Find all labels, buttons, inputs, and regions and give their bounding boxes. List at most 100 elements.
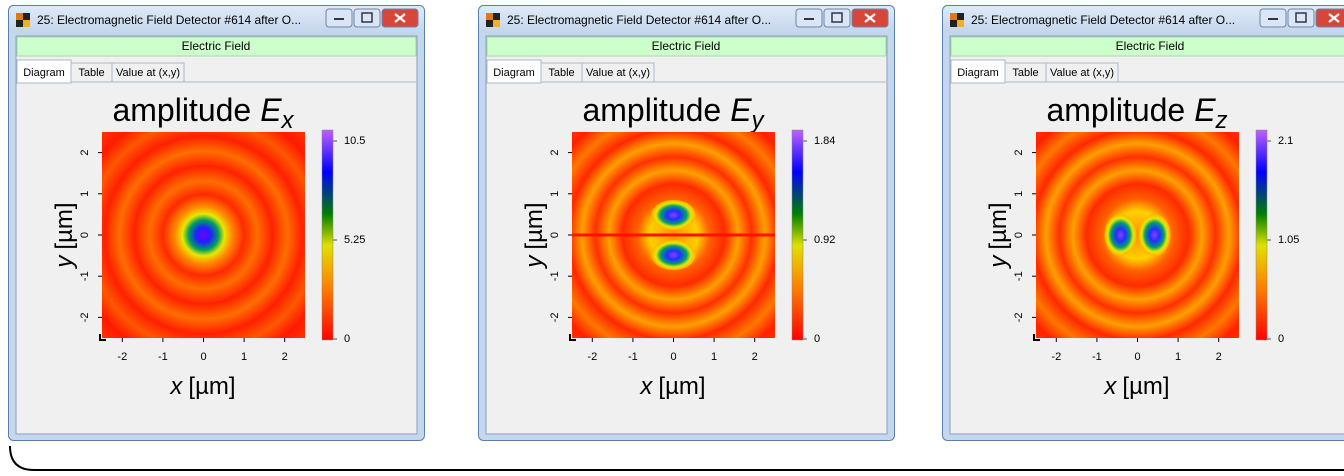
colorbar <box>321 129 334 341</box>
plot-title-field: E <box>260 92 282 128</box>
close-glyph <box>394 13 406 23</box>
header-text: Electric Field <box>652 39 721 53</box>
colorbar-tick-label: 2.1 <box>1278 135 1293 147</box>
heatmap-field <box>102 132 305 338</box>
x-tick-label: -2 <box>587 351 597 363</box>
y-tick-label: -1 <box>79 271 91 281</box>
heatmap-lobe <box>651 240 696 270</box>
y-axis-var: y <box>985 254 1012 270</box>
tab-label[interactable]: Value at (x,y) <box>586 67 650 79</box>
title-bar <box>9 6 424 34</box>
colorbar-tick-label: 1.84 <box>814 135 835 147</box>
y-tick-label: 0 <box>79 232 91 238</box>
y-tick-label: 0 <box>549 232 561 238</box>
tab-label[interactable]: Diagram <box>957 67 999 79</box>
y-tick-label: -2 <box>79 313 91 323</box>
heatmap-lobe <box>651 200 696 230</box>
colorbar <box>1255 129 1268 341</box>
x-axis-unit: [µm] <box>658 373 705 400</box>
tab-label[interactable]: Value at (x,y) <box>1050 67 1114 79</box>
x-tick-label: 1 <box>241 351 247 363</box>
tab-label[interactable]: Value at (x,y) <box>116 67 180 79</box>
y-tick-label: -2 <box>1013 313 1025 323</box>
window-title: 25: Electromagnetic Field Detector #614 … <box>37 13 301 27</box>
plot-title: amplitude <box>112 92 251 128</box>
y-tick-label: 2 <box>549 150 561 156</box>
y-axis-var: y <box>51 254 78 270</box>
close-glyph <box>864 13 876 23</box>
y-axis-var: y <box>521 254 548 270</box>
heatmap <box>572 132 775 338</box>
plot-title-component: y <box>750 107 766 134</box>
minimize-glyph <box>1268 18 1278 20</box>
y-axis-unit: [µm] <box>51 202 78 249</box>
x-tick-label: -2 <box>117 351 127 363</box>
minimize-glyph <box>334 18 344 20</box>
tab-label[interactable]: Table <box>1012 67 1038 79</box>
heatmap <box>102 132 305 338</box>
window-icon <box>950 13 964 27</box>
x-tick-label: 2 <box>752 351 758 363</box>
title-bar <box>479 6 894 34</box>
colorbar-tick-label: 0.92 <box>814 234 835 246</box>
heatmap <box>1036 132 1239 338</box>
axis-corner <box>569 334 576 341</box>
window-title: 25: Electromagnetic Field Detector #614 … <box>507 13 771 27</box>
x-tick-label: 1 <box>711 351 717 363</box>
plot-title: amplitude <box>582 92 721 128</box>
axis-corner <box>1033 334 1040 341</box>
title-bar <box>943 6 1344 34</box>
x-tick-label: 2 <box>282 351 288 363</box>
header-bar <box>950 36 1344 57</box>
tab-label[interactable]: Diagram <box>23 67 65 79</box>
y-tick-label: -2 <box>549 313 561 323</box>
x-axis-var: x <box>169 373 183 400</box>
x-tick-label: -1 <box>1092 351 1102 363</box>
y-tick-label: 0 <box>1013 232 1025 238</box>
maximize-glyph <box>831 12 843 23</box>
x-axis-unit: [µm] <box>188 373 235 400</box>
maximize-button[interactable] <box>353 8 381 28</box>
maximize-button[interactable] <box>1287 8 1315 28</box>
colorbar <box>791 129 804 341</box>
plot-title-component: x <box>281 107 295 134</box>
svg-text:y[µm]: y [µm] <box>51 202 78 269</box>
window: 25: Electromagnetic Field Detector #614 … <box>8 5 425 441</box>
minimize-glyph <box>804 18 814 20</box>
x-tick-label: 1 <box>1175 351 1181 363</box>
plot-title: amplitude <box>1046 92 1185 128</box>
svg-text:x[µm]: x [µm] <box>1103 373 1169 400</box>
svg-text:y[µm]: y [µm] <box>985 202 1012 269</box>
y-tick-label: 2 <box>79 150 91 156</box>
heatmap-field <box>1036 132 1239 338</box>
close-button[interactable] <box>1315 8 1344 28</box>
y-tick-label: 1 <box>1013 191 1025 197</box>
y-tick-label: 1 <box>79 191 91 197</box>
header-bar <box>16 36 417 57</box>
x-axis-unit: [µm] <box>1122 373 1169 400</box>
header-bar <box>486 36 887 57</box>
x-axis-var: x <box>639 373 653 400</box>
colorbar-tick-label: 0 <box>344 333 350 345</box>
tab-label[interactable]: Diagram <box>493 67 535 79</box>
axis-corner <box>99 334 106 341</box>
plot-title-field: E <box>1194 92 1216 128</box>
colorbar-tick-label: 5.25 <box>344 234 365 246</box>
y-tick-label: 2 <box>1013 150 1025 156</box>
maximize-button[interactable] <box>823 8 851 28</box>
tab-label[interactable]: Table <box>548 67 574 79</box>
y-tick-label: -1 <box>1013 271 1025 281</box>
tab-label[interactable]: Table <box>78 67 104 79</box>
svg-text:x[µm]: x [µm] <box>169 373 235 400</box>
y-axis-unit: [µm] <box>521 202 548 249</box>
x-tick-label: 0 <box>200 351 206 363</box>
close-glyph <box>1328 13 1340 23</box>
header-text: Electric Field <box>182 39 251 53</box>
maximize-glyph <box>361 12 373 23</box>
plot-title-component: z <box>1215 107 1228 134</box>
